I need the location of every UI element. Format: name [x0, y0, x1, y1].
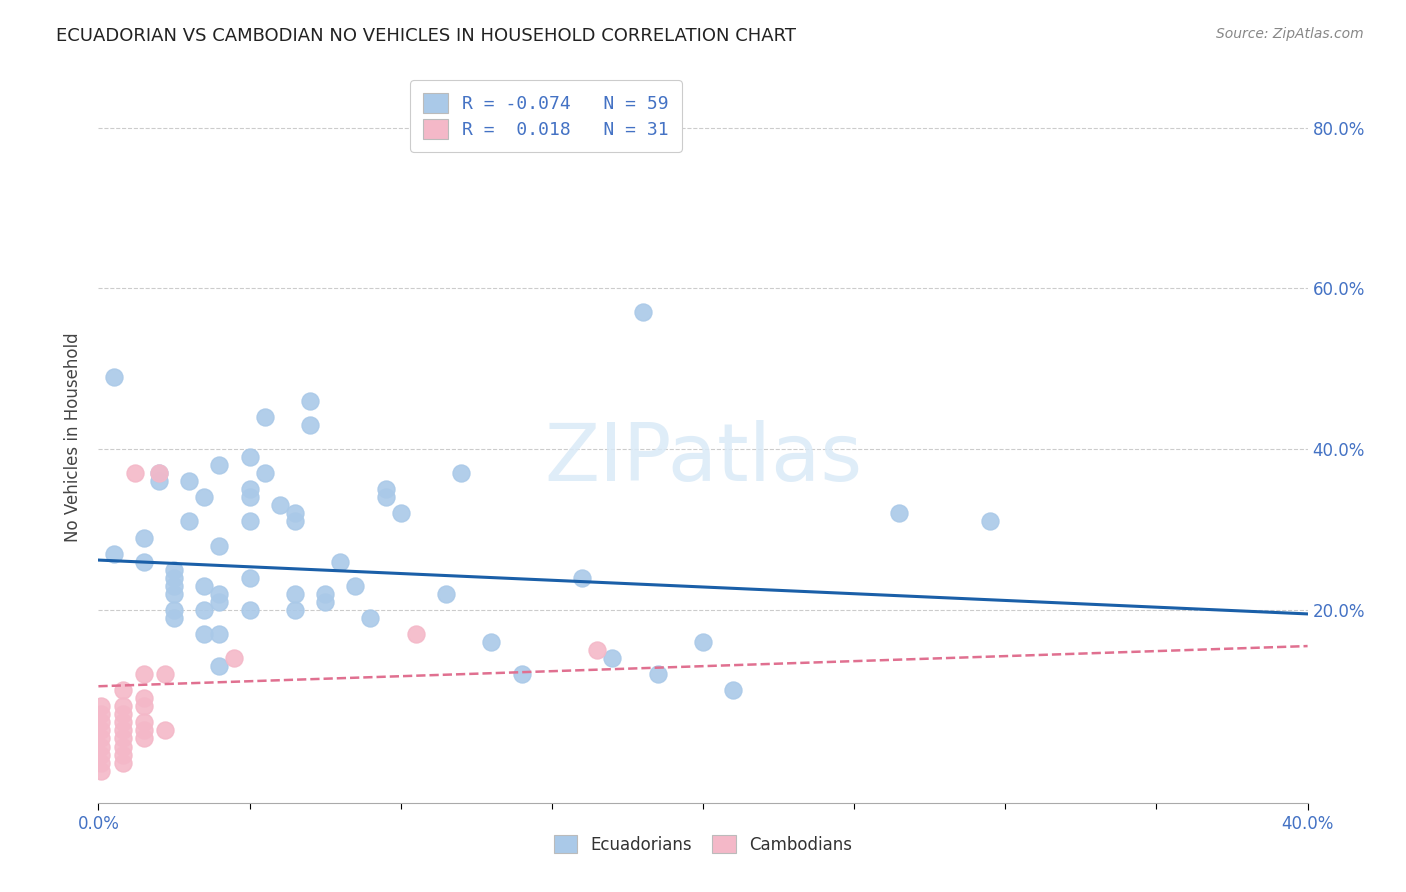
Point — [284, 507, 307, 521]
Text: ZIPatlas: ZIPatlas — [544, 420, 862, 498]
Point — [179, 515, 201, 529]
Point — [163, 603, 186, 617]
Point — [90, 699, 112, 714]
Point — [163, 587, 186, 601]
Point — [450, 467, 472, 481]
Point — [163, 611, 186, 625]
Point — [889, 507, 911, 521]
Point — [90, 739, 112, 754]
Point — [586, 643, 609, 657]
Point — [132, 731, 155, 746]
Point — [284, 515, 307, 529]
Point — [299, 417, 322, 432]
Point — [208, 595, 231, 609]
Point — [179, 475, 201, 489]
Point — [111, 731, 134, 746]
Point — [90, 731, 112, 746]
Point — [111, 747, 134, 762]
Legend: Ecuadorians, Cambodians: Ecuadorians, Cambodians — [547, 829, 859, 860]
Point — [132, 531, 155, 545]
Point — [481, 635, 503, 649]
Point — [90, 756, 112, 770]
Point — [224, 651, 246, 665]
Point — [90, 723, 112, 738]
Point — [111, 683, 134, 698]
Point — [90, 715, 112, 730]
Point — [374, 483, 396, 497]
Point — [284, 603, 307, 617]
Point — [208, 539, 231, 553]
Point — [111, 723, 134, 738]
Point — [132, 667, 155, 681]
Point — [90, 707, 112, 722]
Point — [132, 691, 155, 706]
Point — [329, 555, 352, 569]
Point — [132, 715, 155, 730]
Point — [239, 515, 262, 529]
Point — [314, 595, 336, 609]
Point — [602, 651, 624, 665]
Point — [571, 571, 593, 585]
Point — [631, 305, 654, 319]
Point — [148, 475, 170, 489]
Point — [239, 450, 262, 465]
Point — [153, 667, 176, 681]
Point — [111, 739, 134, 754]
Point — [111, 756, 134, 770]
Point — [90, 764, 112, 778]
Point — [163, 579, 186, 593]
Point — [344, 579, 367, 593]
Point — [163, 563, 186, 577]
Point — [103, 547, 125, 561]
Point — [269, 499, 291, 513]
Point — [193, 603, 215, 617]
Point — [148, 467, 170, 481]
Point — [193, 627, 215, 641]
Point — [111, 699, 134, 714]
Point — [193, 579, 215, 593]
Point — [124, 467, 146, 481]
Point — [153, 723, 176, 738]
Point — [253, 409, 276, 424]
Point — [389, 507, 412, 521]
Point — [103, 369, 125, 384]
Text: ECUADORIAN VS CAMBODIAN NO VEHICLES IN HOUSEHOLD CORRELATION CHART: ECUADORIAN VS CAMBODIAN NO VEHICLES IN H… — [56, 27, 796, 45]
Point — [374, 491, 396, 505]
Point — [239, 571, 262, 585]
Point — [193, 491, 215, 505]
Text: Source: ZipAtlas.com: Source: ZipAtlas.com — [1216, 27, 1364, 41]
Point — [208, 627, 231, 641]
Point — [90, 747, 112, 762]
Point — [111, 707, 134, 722]
Point — [208, 659, 231, 673]
Point — [723, 683, 745, 698]
Point — [239, 603, 262, 617]
Point — [239, 491, 262, 505]
Point — [132, 699, 155, 714]
Point — [208, 458, 231, 473]
Point — [148, 467, 170, 481]
Point — [360, 611, 382, 625]
Point — [132, 723, 155, 738]
Point — [434, 587, 457, 601]
Point — [510, 667, 533, 681]
Point — [239, 483, 262, 497]
Point — [208, 587, 231, 601]
Point — [647, 667, 669, 681]
Point — [405, 627, 427, 641]
Point — [299, 393, 322, 408]
Point — [284, 587, 307, 601]
Point — [163, 571, 186, 585]
Point — [692, 635, 714, 649]
Point — [132, 555, 155, 569]
Point — [979, 515, 1001, 529]
Y-axis label: No Vehicles in Household: No Vehicles in Household — [65, 332, 83, 542]
Point — [314, 587, 336, 601]
Point — [111, 715, 134, 730]
Point — [253, 467, 276, 481]
